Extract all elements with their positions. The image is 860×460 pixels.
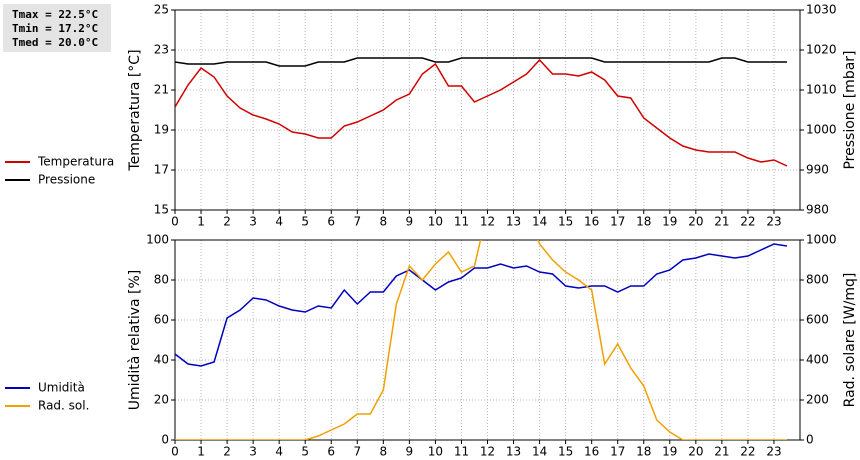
- y2-tick-label: 600: [806, 313, 829, 327]
- x-tick-label: 16: [584, 445, 599, 459]
- x-tick-label: 21: [714, 445, 729, 459]
- x-tick-label: 10: [428, 215, 443, 229]
- series-line: [175, 240, 787, 440]
- x-tick-label: 21: [714, 215, 729, 229]
- annotation-box: [3, 4, 111, 52]
- x-tick-label: 13: [506, 215, 521, 229]
- x-tick-label: 14: [532, 215, 547, 229]
- x-tick-label: 6: [327, 215, 335, 229]
- x-tick-label: 12: [480, 445, 495, 459]
- x-tick-label: 15: [558, 445, 573, 459]
- x-tick-label: 7: [353, 445, 361, 459]
- series-line: [175, 58, 788, 167]
- x-tick-label: 18: [636, 215, 651, 229]
- y-tick-label: 80: [154, 273, 169, 287]
- x-tick-label: 1: [197, 445, 205, 459]
- y-tick-label: 19: [154, 123, 169, 137]
- y2-tick-label: 400: [806, 353, 829, 367]
- x-tick-label: 3: [249, 445, 257, 459]
- y2-tick-label: 1010: [806, 83, 837, 97]
- legend-label: Temperatura: [37, 155, 114, 169]
- y-tick-label: 20: [154, 393, 169, 407]
- x-tick-label: 9: [406, 215, 414, 229]
- x-tick-label: 2: [223, 215, 231, 229]
- x-tick-label: 23: [766, 445, 781, 459]
- x-tick-label: 11: [454, 445, 469, 459]
- y2-tick-label: 980: [806, 203, 829, 217]
- x-tick-label: 13: [506, 445, 521, 459]
- x-tick-label: 11: [454, 215, 469, 229]
- y2-tick-label: 990: [806, 163, 829, 177]
- y2-tick-label: 1020: [806, 43, 837, 57]
- y-tick-label: 100: [146, 233, 169, 247]
- x-tick-label: 12: [480, 215, 495, 229]
- x-tick-label: 6: [327, 445, 335, 459]
- y-tick-label: 17: [154, 163, 169, 177]
- x-tick-label: 4: [275, 215, 283, 229]
- y2-tick-label: 800: [806, 273, 829, 287]
- x-tick-label: 0: [171, 445, 179, 459]
- x-tick-label: 19: [662, 445, 677, 459]
- x-tick-label: 23: [766, 215, 781, 229]
- x-tick-label: 20: [688, 215, 703, 229]
- series-line: [175, 243, 788, 367]
- legend-label: Pressione: [38, 173, 95, 187]
- plot-area: [175, 240, 788, 440]
- y-axis-title: Temperatura [°C]: [127, 49, 143, 171]
- x-tick-label: 17: [610, 215, 625, 229]
- x-tick-label: 14: [532, 445, 547, 459]
- y2-tick-label: 1000: [806, 233, 837, 247]
- y2-tick-label: 1000: [806, 123, 837, 137]
- x-tick-label: 18: [636, 445, 651, 459]
- y-tick-label: 15: [154, 203, 169, 217]
- x-tick-label: 22: [740, 215, 755, 229]
- plot-area: [175, 57, 788, 167]
- plot-frame: [174, 9, 801, 211]
- x-tick-label: 3: [249, 215, 257, 229]
- annotation: Tmax = 22.5°C: [12, 8, 98, 21]
- x-tick-label: 0: [171, 215, 179, 229]
- x-tick-label: 2: [223, 445, 231, 459]
- y-tick-label: 21: [154, 83, 169, 97]
- x-tick-label: 1: [197, 215, 205, 229]
- plot-frame: [174, 239, 801, 441]
- x-tick-label: 4: [275, 445, 283, 459]
- y-tick-label: 60: [154, 313, 169, 327]
- series-line: [175, 57, 787, 67]
- y-tick-label: 23: [154, 43, 169, 57]
- legend-label: Umidità: [38, 381, 85, 395]
- y-tick-label: 0: [161, 433, 169, 447]
- x-tick-label: 20: [688, 445, 703, 459]
- x-tick-label: 16: [584, 215, 599, 229]
- y2-tick-label: 200: [806, 393, 829, 407]
- annotation: Tmed = 20.0°C: [12, 36, 98, 49]
- y2-tick-label: 0: [806, 433, 814, 447]
- y-tick-label: 25: [154, 3, 169, 17]
- x-tick-label: 22: [740, 445, 755, 459]
- x-tick-label: 8: [380, 215, 388, 229]
- annotation: Tmin = 17.2°C: [12, 22, 98, 35]
- legend-label: Rad. sol.: [38, 399, 89, 413]
- y-axis-title: Umidità relativa [%]: [127, 270, 143, 411]
- x-tick-label: 8: [380, 445, 388, 459]
- y2-axis-title: Rad. solare [W/mq]: [842, 273, 858, 408]
- y2-tick-label: 1030: [806, 3, 837, 17]
- y2-axis-title: Pressione [mbar]: [842, 50, 858, 169]
- x-tick-label: 5: [301, 215, 309, 229]
- x-tick-label: 5: [301, 445, 309, 459]
- x-tick-label: 9: [406, 445, 414, 459]
- y-tick-label: 40: [154, 353, 169, 367]
- x-tick-label: 15: [558, 215, 573, 229]
- x-tick-label: 10: [428, 445, 443, 459]
- x-tick-label: 17: [610, 445, 625, 459]
- x-tick-label: 7: [353, 215, 361, 229]
- x-tick-label: 19: [662, 215, 677, 229]
